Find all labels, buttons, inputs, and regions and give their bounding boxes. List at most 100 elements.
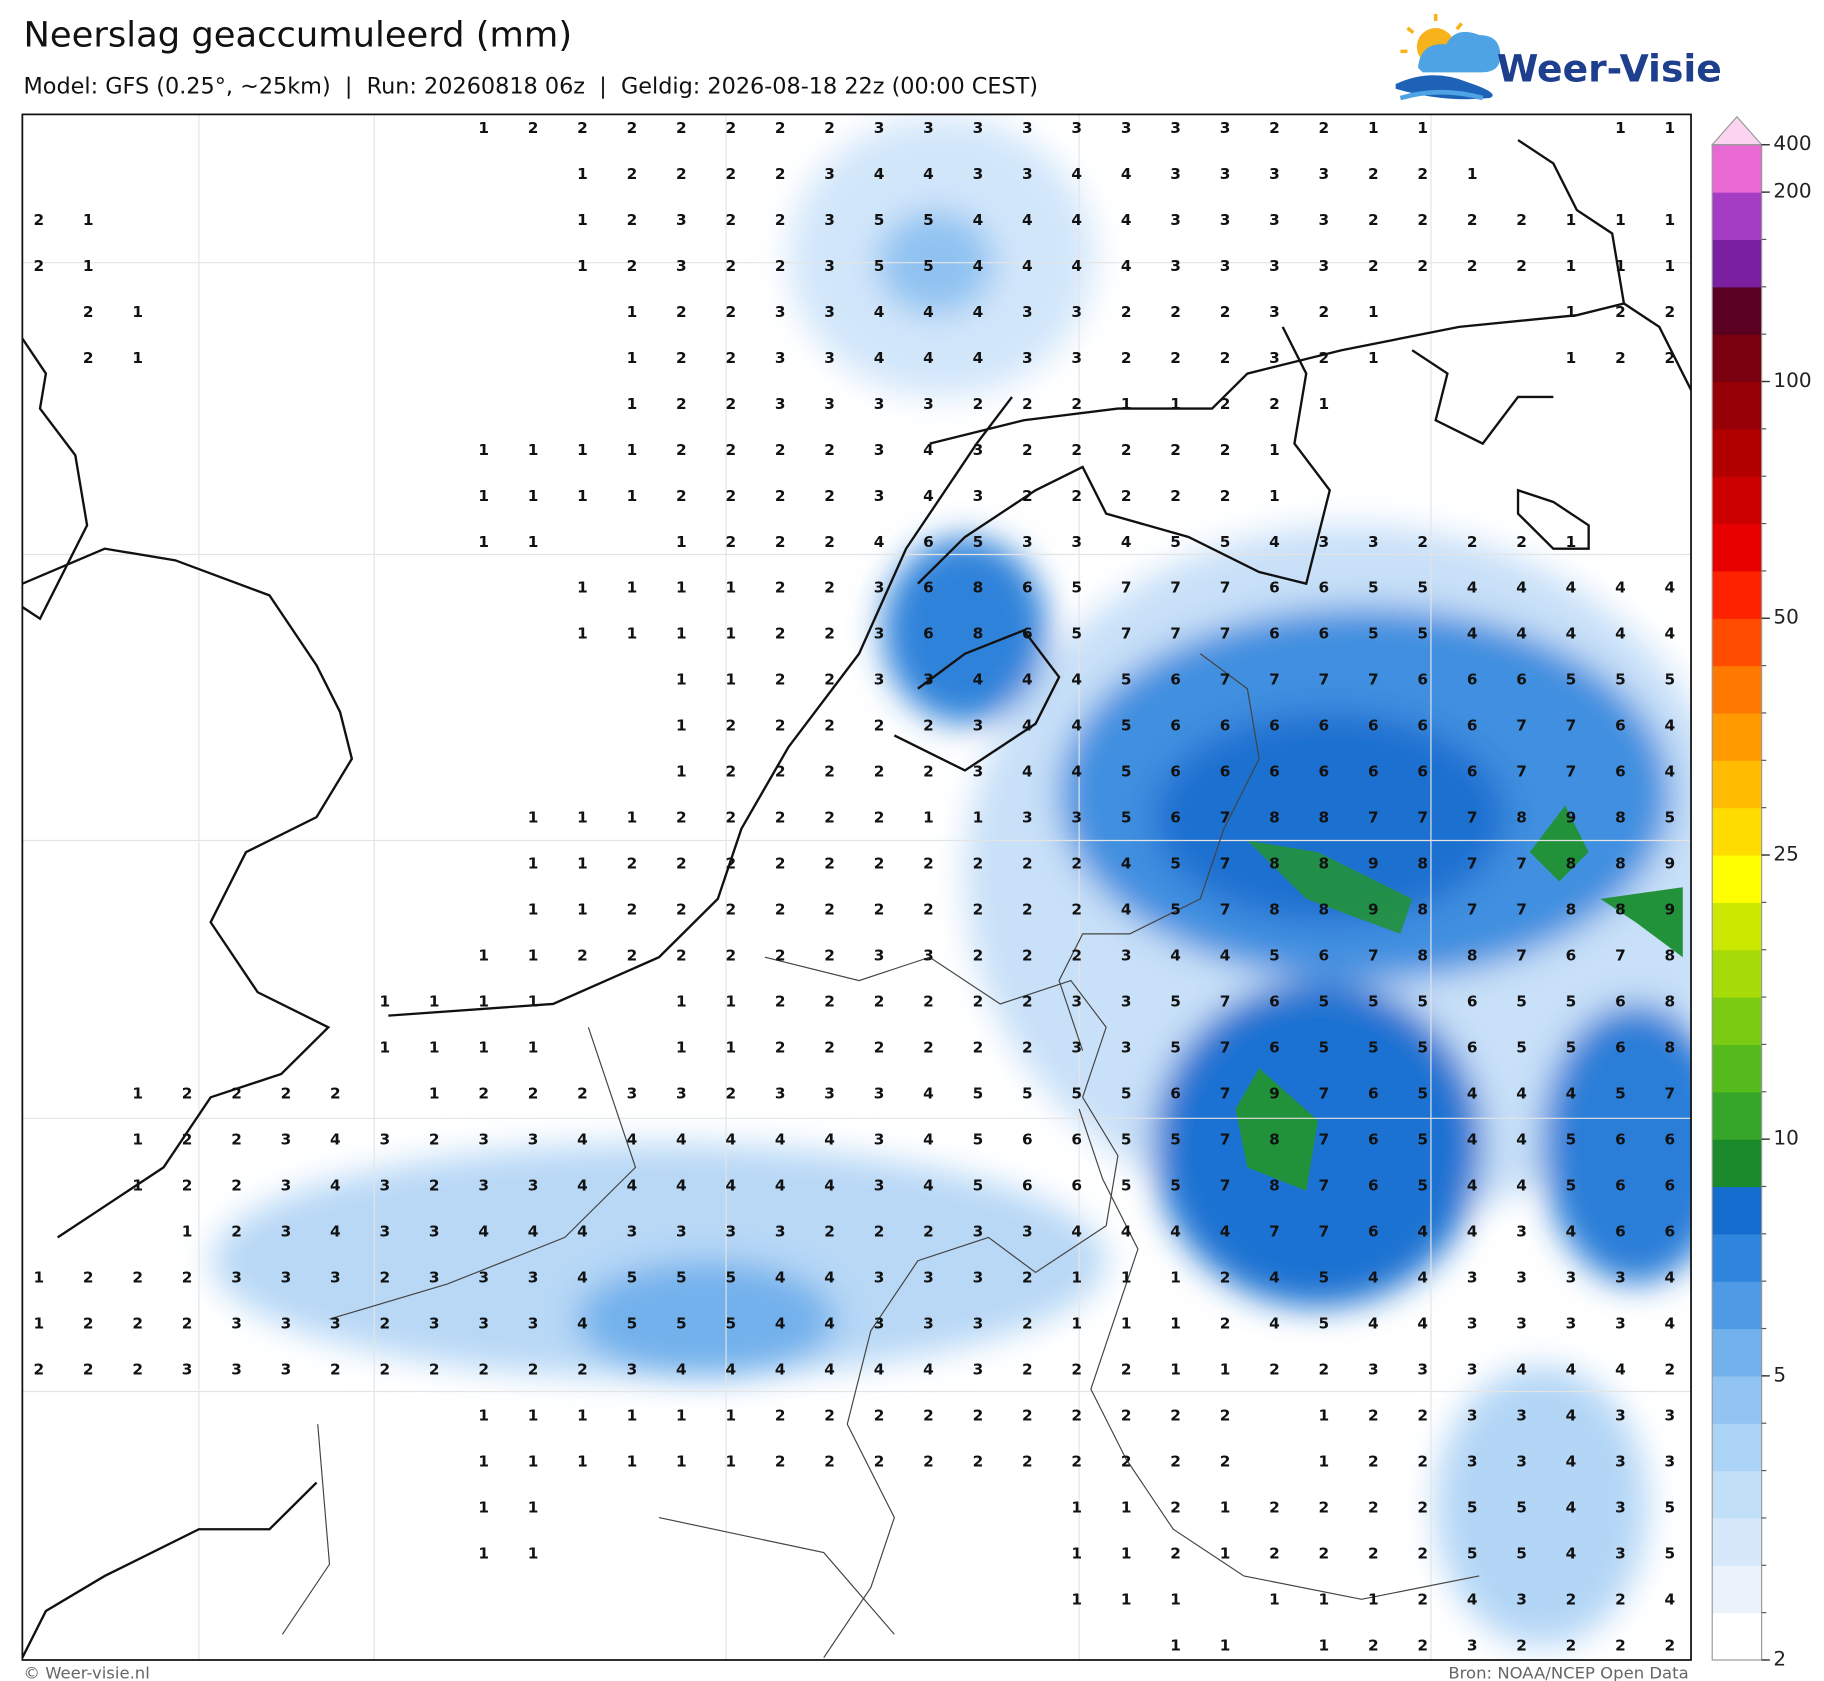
grid-value: 5 — [1170, 993, 1181, 1011]
grid-value: 6 — [923, 533, 934, 551]
grid-value: 2 — [1368, 1499, 1379, 1517]
grid-value: 7 — [1566, 763, 1577, 781]
grid-value: 3 — [1071, 1039, 1082, 1057]
grid-value: 2 — [182, 1269, 193, 1287]
grid-value: 7 — [1319, 1223, 1330, 1241]
grid-value: 3 — [281, 1269, 292, 1287]
grid-value: 1 — [429, 993, 440, 1011]
grid-value: 1 — [528, 855, 539, 873]
grid-value: 2 — [1220, 1315, 1231, 1333]
grid-value: 1 — [577, 855, 588, 873]
grid-value: 2 — [775, 257, 786, 275]
colorbar-segment — [1712, 1423, 1762, 1472]
grid-value: 6 — [1467, 763, 1478, 781]
grid-value: 6 — [1319, 625, 1330, 643]
grid-value: 5 — [627, 1269, 638, 1287]
grid-value: 8 — [1467, 947, 1478, 965]
grid-value: 3 — [281, 1361, 292, 1379]
grid-value: 3 — [874, 1177, 885, 1195]
grid-value: 3 — [1467, 1637, 1478, 1655]
grid-value: 7 — [1220, 855, 1231, 873]
grid-value: 2 — [725, 763, 736, 781]
grid-value: 4 — [676, 1131, 687, 1149]
grid-value: 2 — [775, 119, 786, 137]
grid-value: 1 — [1566, 303, 1577, 321]
grid-value: 2 — [1121, 1361, 1132, 1379]
grid-value: 3 — [824, 395, 835, 413]
grid-value: 2 — [132, 1269, 143, 1287]
grid-value: 2 — [429, 1131, 440, 1149]
grid-value: 3 — [1319, 211, 1330, 229]
grid-value: 2 — [676, 441, 687, 459]
colorbar-segment — [1712, 239, 1762, 288]
grid-value: 2 — [1071, 901, 1082, 919]
grid-value: 1 — [725, 579, 736, 597]
grid-value: 2 — [1170, 441, 1181, 459]
grid-value: 1 — [528, 809, 539, 827]
grid-value: 4 — [1665, 1269, 1676, 1287]
grid-value: 4 — [1121, 165, 1132, 183]
grid-value: 6 — [1269, 763, 1280, 781]
grid-value: 3 — [379, 1131, 390, 1149]
grid-value: 1 — [1170, 1269, 1181, 1287]
grid-value: 5 — [1417, 1085, 1428, 1103]
grid-value: 2 — [1022, 487, 1033, 505]
grid-value: 1 — [1368, 1591, 1379, 1609]
grid-value: 2 — [824, 625, 835, 643]
title: Neerslag geaccumuleerd (mm) — [24, 15, 573, 56]
grid-value: 4 — [1220, 947, 1231, 965]
grid-value: 2 — [676, 349, 687, 367]
grid-value: 4 — [824, 1177, 835, 1195]
grid-value: 1 — [627, 579, 638, 597]
grid-value: 2 — [1665, 1637, 1676, 1655]
grid-value: 6 — [1269, 1039, 1280, 1057]
grid-value: 8 — [1417, 855, 1428, 873]
grid-value: 2 — [132, 1315, 143, 1333]
grid-value: 1 — [676, 579, 687, 597]
grid-value: 2 — [34, 211, 45, 229]
grid-value: 3 — [923, 671, 934, 689]
grid-value: 5 — [874, 257, 885, 275]
grid-value: 3 — [874, 1131, 885, 1149]
grid-value: 1 — [1121, 1315, 1132, 1333]
grid-value: 7 — [1368, 671, 1379, 689]
grid-value: 4 — [1269, 533, 1280, 551]
grid-value: 3 — [824, 211, 835, 229]
grid-value: 2 — [1319, 1499, 1330, 1517]
grid-value: 2 — [725, 165, 736, 183]
grid-value: 4 — [577, 1177, 588, 1195]
grid-value: 4 — [1071, 763, 1082, 781]
colorbar-tick-label: 2 — [1773, 1648, 1786, 1671]
grid-value: 3 — [1615, 1545, 1626, 1563]
grid-value: 1 — [676, 1039, 687, 1057]
grid-value: 8 — [1269, 1177, 1280, 1195]
grid-value: 1 — [577, 165, 588, 183]
grid-value: 3 — [379, 1223, 390, 1241]
grid-value: 6 — [1368, 717, 1379, 735]
grid-value: 2 — [725, 717, 736, 735]
grid-value: 3 — [1467, 1315, 1478, 1333]
grid-value: 1 — [973, 809, 984, 827]
grid-value: 3 — [429, 1223, 440, 1241]
grid-value: 1 — [577, 901, 588, 919]
grid-value: 2 — [577, 1085, 588, 1103]
grid-value: 2 — [775, 165, 786, 183]
grid-value: 6 — [1467, 717, 1478, 735]
grid-value: 1 — [725, 1039, 736, 1057]
grid-value: 6 — [1368, 763, 1379, 781]
grid-value: 1 — [577, 211, 588, 229]
grid-value: 6 — [1665, 1223, 1676, 1241]
grid-value: 3 — [231, 1315, 242, 1333]
grid-value: 7 — [1269, 671, 1280, 689]
grid-value: 4 — [1615, 579, 1626, 597]
grid-value: 3 — [1022, 533, 1033, 551]
colorbar-segment — [1712, 476, 1762, 525]
grid-value: 3 — [429, 1315, 440, 1333]
grid-value: 3 — [775, 349, 786, 367]
grid-value: 5 — [1665, 809, 1676, 827]
grid-value: 7 — [1220, 625, 1231, 643]
grid-value: 4 — [1467, 1177, 1478, 1195]
grid-value: 2 — [1022, 855, 1033, 873]
grid-value: 3 — [1121, 119, 1132, 137]
grid-value: 3 — [1516, 1269, 1527, 1287]
